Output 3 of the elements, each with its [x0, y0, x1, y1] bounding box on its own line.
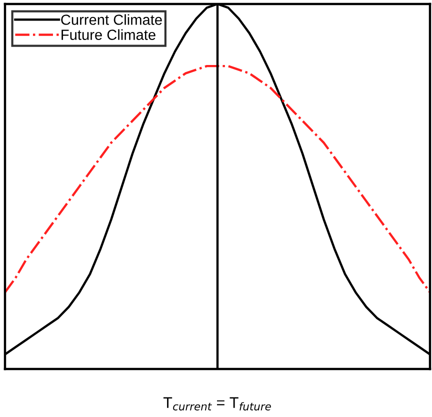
legend-label: Future Climate: [62, 29, 156, 40]
text: T$_{current}$ = T$_{future}$: [163, 397, 271, 410]
legend-label: Current Climate: [61, 14, 162, 25]
